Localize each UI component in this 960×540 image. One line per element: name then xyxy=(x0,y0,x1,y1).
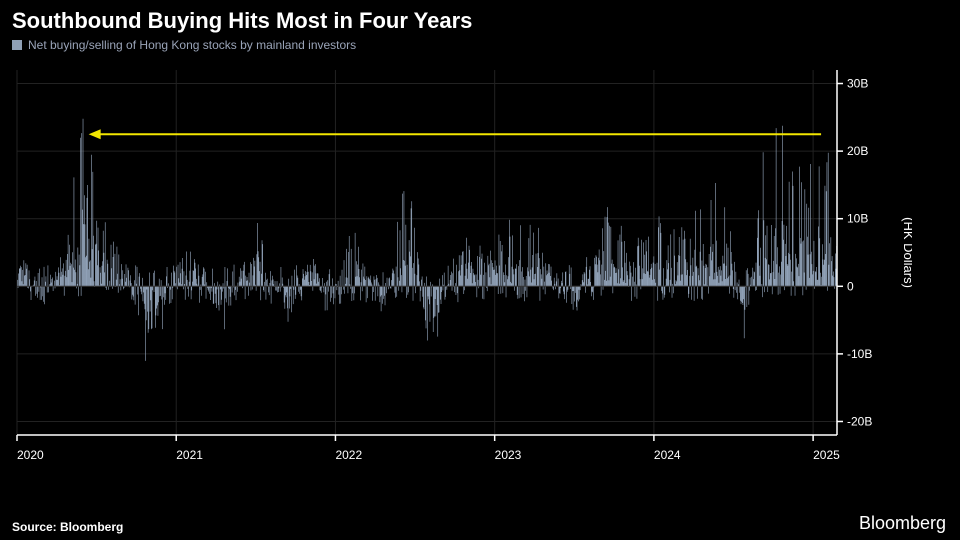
chart-plot-area: -20B -10B 0 10B 20B 30B (HK Dollars) 2020 2021 20… xyxy=(12,60,912,480)
y-axis-title: (HK Dollars) xyxy=(901,217,912,288)
brand-label: Bloomberg xyxy=(859,513,946,534)
x-tick-label: 2022 xyxy=(335,448,362,462)
legend-label: Net buying/selling of Hong Kong stocks b… xyxy=(28,38,356,52)
x-tick-label: 2025 xyxy=(813,448,840,462)
chart-container: Southbound Buying Hits Most in Four Year… xyxy=(0,0,960,540)
y-tick-label: -20B xyxy=(847,414,872,428)
legend: Net buying/selling of Hong Kong stocks b… xyxy=(12,38,356,52)
chart-svg: -20B -10B 0 10B 20B 30B (HK Dollars) 2020 2021 20… xyxy=(12,60,912,480)
chart-title: Southbound Buying Hits Most in Four Year… xyxy=(12,8,472,34)
source-label: Source: Bloomberg xyxy=(12,520,123,534)
x-tick-label: 2020 xyxy=(17,448,44,462)
y-tick-label: -10B xyxy=(847,347,872,361)
y-tick-label: 20B xyxy=(847,144,868,158)
legend-swatch xyxy=(12,40,22,50)
arrow-head-icon xyxy=(89,129,101,139)
x-tick-label: 2021 xyxy=(176,448,203,462)
x-tick-label: 2023 xyxy=(495,448,522,462)
x-tick-label: 2024 xyxy=(654,448,681,462)
bar-series xyxy=(17,119,837,361)
y-tick-label: 30B xyxy=(847,77,868,91)
y-tick-label: 10B xyxy=(847,212,868,226)
y-tick-label: 0 xyxy=(847,279,854,293)
